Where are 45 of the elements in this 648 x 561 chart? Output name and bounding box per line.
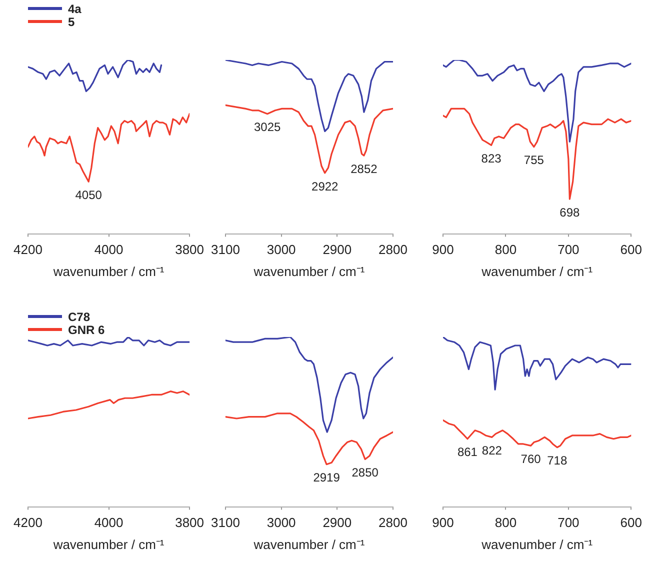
annotation: 2919 xyxy=(313,470,340,485)
x-tick-label: 600 xyxy=(620,515,642,530)
annotation: 2922 xyxy=(312,179,339,194)
x-tick-label: 4200 xyxy=(14,242,42,258)
x-axis-title: wavenumber / cm⁻¹ xyxy=(252,536,366,552)
x-tick-label: 3000 xyxy=(266,242,296,258)
annotation: 698 xyxy=(560,205,580,220)
annotation: 2850 xyxy=(352,466,379,480)
x-tick-label: 600 xyxy=(620,242,642,258)
annotation: 760 xyxy=(520,452,542,466)
annotation: 822 xyxy=(482,443,502,458)
x-tick-label: 2900 xyxy=(322,242,352,258)
x-tick-label: 800 xyxy=(494,242,517,258)
x-axis-title: wavenumber / cm⁻¹ xyxy=(480,536,594,552)
x-tick-label: 900 xyxy=(432,242,454,258)
x-tick-label: 3000 xyxy=(266,515,296,530)
annotation: 3025 xyxy=(254,120,282,134)
x-tick-label: 700 xyxy=(558,515,580,530)
x-tick-label: 2900 xyxy=(322,515,352,530)
x-tick-label: 2800 xyxy=(378,242,408,258)
x-axis-title: wavenumber / cm⁻¹ xyxy=(52,264,165,279)
x-axis-title: wavenumber / cm⁻¹ xyxy=(252,264,366,279)
x-tick-label: 4200 xyxy=(14,515,42,530)
x-tick-label: 700 xyxy=(558,242,580,258)
x-tick-label: 4000 xyxy=(94,242,124,258)
annotation: 4050 xyxy=(75,188,102,202)
annotation: 718 xyxy=(547,454,568,468)
x-axis-title: wavenumber / cm⁻¹ xyxy=(52,536,165,552)
x-tick-label: 900 xyxy=(432,515,454,530)
legend-label: C78 xyxy=(68,310,90,324)
x-axis-title: wavenumber / cm⁻¹ xyxy=(480,264,594,279)
x-tick-label: 800 xyxy=(494,515,517,530)
annotation: 755 xyxy=(524,153,544,168)
annotation: 861 xyxy=(457,445,478,460)
x-tick-label: 2800 xyxy=(378,515,408,530)
annotation: 2852 xyxy=(350,162,378,176)
x-tick-label: 3800 xyxy=(175,242,204,258)
legend-label: 5 xyxy=(68,14,75,28)
legend-label: 4a xyxy=(68,2,82,16)
x-tick-label: 3800 xyxy=(175,515,204,530)
x-tick-label: 3100 xyxy=(211,515,240,530)
x-tick-label: 3100 xyxy=(211,242,240,258)
annotation: 823 xyxy=(481,151,502,166)
x-tick-label: 4000 xyxy=(94,515,124,530)
legend-label: GNR 6 xyxy=(68,322,105,336)
